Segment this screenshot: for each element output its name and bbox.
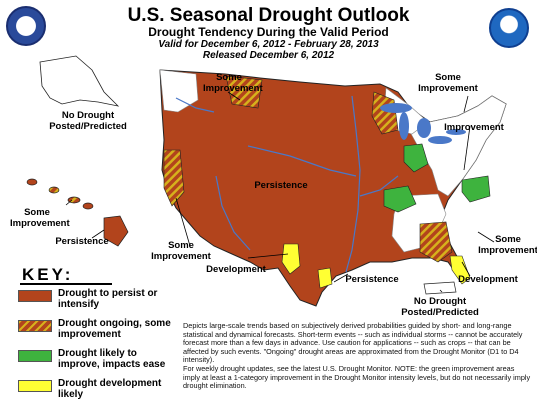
valid-period: Valid for December 6, 2012 - February 28… <box>158 39 379 50</box>
puerto-rico <box>423 281 457 295</box>
label-no-drought-alaska: No Drought Posted/Predicted <box>49 110 127 132</box>
release-date: Released December 6, 2012 <box>202 50 335 61</box>
hatch-northern-plains <box>225 75 263 109</box>
key-label-develop: Drought development likely <box>58 378 162 400</box>
key-title: KEY: <box>22 265 74 284</box>
label-development-florida: Development <box>458 274 518 285</box>
hatch-california <box>163 149 185 207</box>
leader-lines <box>65 91 495 293</box>
great-lakes <box>380 103 466 144</box>
label-some-improvement-hawaii: Some Improvement <box>10 207 70 229</box>
label-persistence-gulf: Persistence <box>345 274 399 285</box>
alaska <box>39 55 120 107</box>
page-title: U.S. Seasonal Drought Outlook <box>127 5 410 26</box>
key-label-improve: Drought likely to improve, impacts ease <box>58 348 166 370</box>
key-swatch-improve <box>18 350 52 362</box>
hatch-upper-midwest <box>371 91 399 135</box>
label-some-improvement-ne: Some Improvement <box>418 72 478 94</box>
noaa-logo <box>489 8 529 48</box>
hatch-southeast <box>419 221 453 263</box>
label-persistence-center: Persistence <box>254 180 308 191</box>
hawaii <box>26 178 129 247</box>
key-swatch-hatched <box>18 320 52 332</box>
improve-kentucky <box>383 185 417 213</box>
label-improvement: Improvement <box>444 122 504 133</box>
us-department-of-commerce-seal <box>6 6 46 46</box>
pacific-northwest-no-drought <box>159 69 199 113</box>
key-label-hatched: Drought ongoing, some improvement <box>58 318 171 340</box>
note-paragraph: Depicts large-scale trends based on subj… <box>183 321 523 365</box>
key-swatch-persist <box>18 290 52 302</box>
waterways <box>175 95 399 273</box>
improve-ohio-valley <box>403 143 429 173</box>
key-underline <box>20 283 112 285</box>
improve-virginia <box>461 175 491 203</box>
key-swatch-develop <box>18 380 52 392</box>
develop-texas-coast <box>317 267 333 289</box>
note-paragraph: For weekly drought updates, see the late… <box>183 363 531 391</box>
develop-florida <box>449 255 471 285</box>
label-development-texas: Development <box>206 264 266 275</box>
label-no-drought-puerto-rico: No Drought Posted/Predicted <box>401 296 479 318</box>
label-persistence-hawaii: Persistence <box>55 236 109 247</box>
page-subtitle: Drought Tendency During the Valid Period <box>148 25 389 39</box>
label-some-improvement-nw: Some Improvement <box>203 72 263 94</box>
label-some-improvement-sw: Some Improvement <box>151 240 211 262</box>
explanatory-notes: Depicts large-scale trends based on subj… <box>183 321 533 391</box>
key-label-persist: Drought to persist or intensify <box>58 288 158 310</box>
label-some-improvement-se: Some Improvement <box>478 234 537 256</box>
develop-texas-north <box>281 243 301 275</box>
